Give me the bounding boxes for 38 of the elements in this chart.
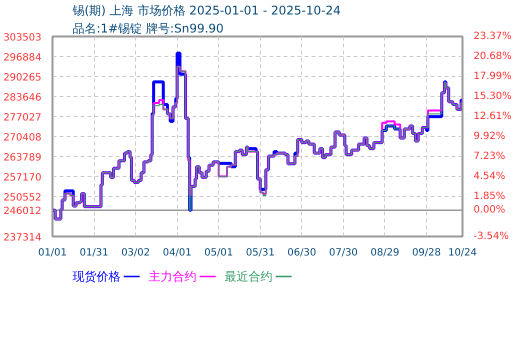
y-tick-label: 257170 [3,172,42,184]
y2-tick-label: 1.85% [474,190,506,202]
y-tick-label: 237314 [3,232,42,244]
y-tick-label: 303503 [3,32,42,44]
chart-subtitle: 品名:1#锡锭 牌号:Sn99.90 [72,22,224,36]
y2-tick-label: 4.54% [474,170,506,182]
x-tick-label: 04/01 [162,248,192,258]
y2-tick-label: 0.00% [474,204,506,216]
x-tick-label: 10/24 [448,248,477,258]
y-tick-label: 277027 [3,112,42,124]
legend-label: 现货价格 [72,270,120,284]
x-tick-label: 05/31 [246,248,275,258]
y2-tick-label: 17.99% [474,70,512,82]
legend-label: 主力合约 [148,270,196,284]
chart-title: 锡(期) 上海 市场价格 2025-01-01 - 2025-10-24 [72,4,341,18]
x-tick-label: 08/29 [370,248,400,258]
y2-tick-label: 20.68% [474,50,512,62]
y2-tick-label: 7.23% [474,150,506,162]
y-tick-label: 250552 [3,192,42,204]
y2-tick-label: 15.30% [474,90,512,102]
legend-label: 最近合约 [224,270,272,284]
x-tick-label: 01/01 [38,248,67,258]
y-tick-label: 246012 [3,206,42,218]
x-tick-label: 06/30 [287,248,316,258]
y-tick-label: 263789 [3,152,42,164]
y-tick-label: 283646 [3,92,42,104]
y-tick-label: 270408 [3,132,42,144]
x-tick-label: 05/01 [204,248,234,258]
y-tick-label: 290265 [3,72,42,84]
x-tick-label: 09/28 [412,248,441,258]
y2-tick-label: 23.37% [474,31,512,42]
x-tick-label: 01/31 [80,248,108,258]
y2-tick-label: 12.61% [474,110,512,122]
y2-tick-label: -3.54% [474,231,509,242]
x-tick-label: 03/02 [121,248,150,258]
x-tick-label: 07/30 [328,248,358,258]
y-tick-label: 296884 [3,52,42,64]
y2-tick-label: 9.92% [474,130,506,142]
